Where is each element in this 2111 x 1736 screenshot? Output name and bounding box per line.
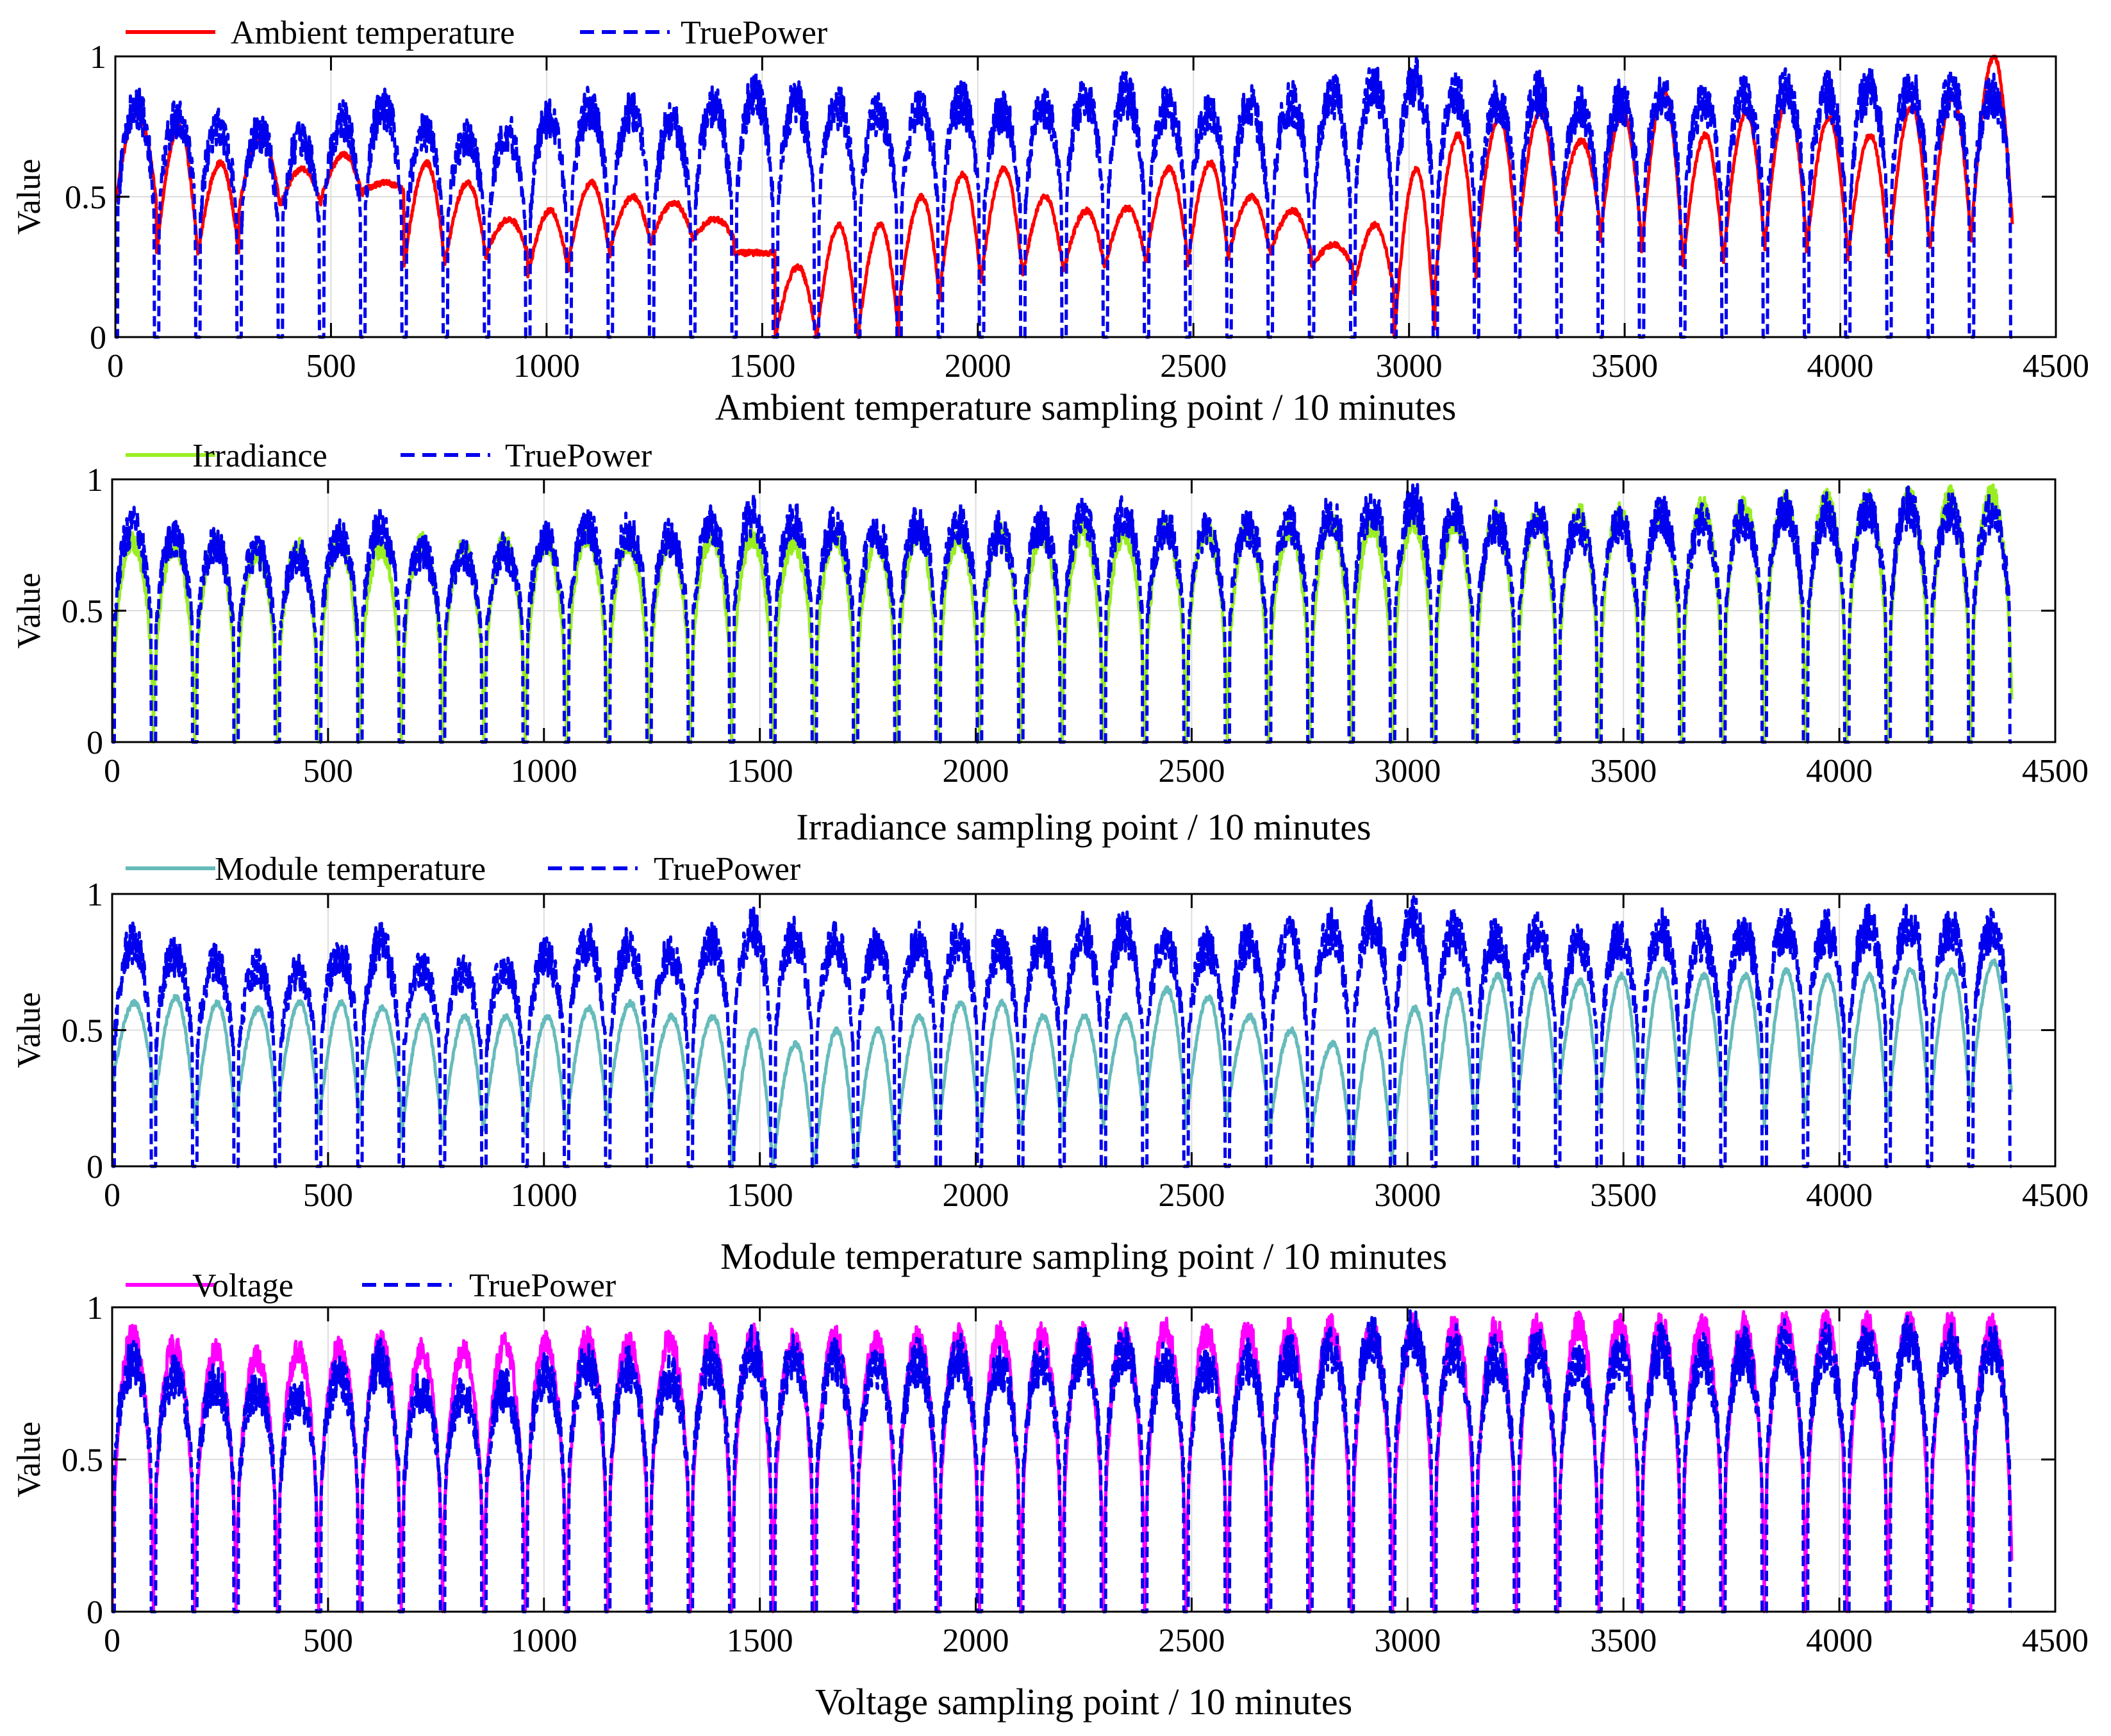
y-tick-label: 0.5 <box>62 1013 103 1050</box>
x-tick-label: 2500 <box>1158 1623 1225 1659</box>
y-ticks: 00.51 <box>62 462 2055 761</box>
x-tick-label: 4500 <box>2022 1177 2089 1214</box>
x-tick-label: 0 <box>104 1623 120 1659</box>
x-tick-label: 1500 <box>727 1623 793 1659</box>
y-axis-label: Value <box>11 1421 47 1497</box>
x-ticks: 0 500 1000 1500 2000 2500 3000 3500 4000 4500 <box>104 479 2089 789</box>
x-tick-label: 2000 <box>943 1177 1009 1214</box>
x-tick-label: 0 <box>104 753 120 789</box>
x-tick-label: 4500 <box>2023 348 2089 384</box>
legend-label-2: TruePower <box>681 15 827 51</box>
x-axis-label: Irradiance sampling point / 10 minutes <box>796 806 1371 848</box>
legend-label-1: Voltage <box>192 1268 294 1304</box>
y-tick-label: 0.5 <box>62 1443 103 1479</box>
legend-label-2: TruePower <box>469 1268 616 1304</box>
x-tick-label: 3000 <box>1374 1177 1441 1214</box>
x-ticks: 0 500 1000 1500 2000 2500 3000 3500 4000 4500 <box>104 894 2089 1214</box>
legend: Module temperature TruePower <box>126 851 800 888</box>
x-axis-label: Ambient temperature sampling point / 10 … <box>715 386 1457 428</box>
y-tick-label: 0 <box>87 1594 103 1631</box>
y-axis-label: Value <box>11 573 47 649</box>
y-ticks: 00.51 <box>65 39 2056 356</box>
series-line-voltage <box>112 1309 2014 1614</box>
y-tick-label: 0.5 <box>62 593 103 630</box>
x-tick-label: 500 <box>303 1623 353 1659</box>
x-tick-label: 500 <box>303 1177 353 1214</box>
x-tick-label: 2000 <box>943 753 1009 789</box>
x-tick-label: 4500 <box>2022 753 2089 789</box>
x-tick-label: 3500 <box>1590 753 1657 789</box>
x-tick-label: 3000 <box>1374 753 1441 789</box>
chart-panel-1: 0 500 1000 1500 2000 2500 3000 3500 4000 450000.5… <box>11 15 2089 428</box>
x-tick-label: 4000 <box>1806 1177 1873 1214</box>
x-ticks: 0 500 1000 1500 2000 2500 3000 3500 4000 4500 <box>107 56 2089 384</box>
x-tick-label: 3500 <box>1591 348 1658 384</box>
x-tick-label: 1000 <box>513 348 580 384</box>
chart-panel-4: 0 500 1000 1500 2000 2500 3000 3500 4000 450000.5… <box>11 1268 2089 1723</box>
x-tick-label: 1500 <box>727 1177 793 1214</box>
series-line-module-temperature <box>112 958 2014 1168</box>
y-tick-label: 1 <box>87 877 103 913</box>
legend-label-1: Module temperature <box>215 851 486 888</box>
y-tick-label: 0 <box>87 1149 103 1186</box>
legend-label-1: Ambient temperature <box>231 15 515 51</box>
y-tick-label: 0.5 <box>65 179 106 216</box>
legend-label-2: TruePower <box>654 851 800 888</box>
x-tick-label: 2500 <box>1158 1177 1225 1214</box>
x-tick-label: 1000 <box>511 1623 577 1659</box>
legend: Ambient temperature TruePower <box>126 15 827 51</box>
series-group <box>115 54 2014 339</box>
x-tick-label: 1000 <box>511 1177 577 1214</box>
x-ticks: 0 500 1000 1500 2000 2500 3000 3500 4000 4500 <box>104 1307 2089 1659</box>
legend: Irradiance TruePower <box>126 438 652 474</box>
legend-label-1: Irradiance <box>192 438 327 474</box>
x-tick-label: 1500 <box>727 753 793 789</box>
y-tick-label: 0 <box>87 725 103 761</box>
series-line-truepower <box>115 56 2014 339</box>
x-tick-label: 3000 <box>1374 1623 1441 1659</box>
y-tick-label: 1 <box>87 1290 103 1327</box>
x-tick-label: 2500 <box>1158 753 1225 789</box>
legend: Voltage TruePower <box>126 1268 616 1304</box>
y-axis-label: Value <box>11 159 47 235</box>
x-tick-label: 500 <box>303 753 353 789</box>
chart-panel-3: 0 500 1000 1500 2000 2500 3000 3500 4000 450000.5… <box>11 851 2089 1277</box>
x-tick-label: 3500 <box>1590 1177 1657 1214</box>
x-tick-label: 500 <box>306 348 356 384</box>
x-tick-label: 2000 <box>943 1623 1009 1659</box>
y-axis-label: Value <box>11 992 47 1068</box>
legend-label-2: TruePower <box>505 438 652 474</box>
x-tick-label: 2000 <box>945 348 1011 384</box>
chart-panel-2: 0 500 1000 1500 2000 2500 3000 3500 4000 450000.5… <box>11 438 2089 848</box>
x-tick-label: 0 <box>104 1177 120 1214</box>
x-axis-label: Voltage sampling point / 10 minutes <box>815 1681 1352 1723</box>
y-tick-label: 0 <box>90 320 106 356</box>
x-tick-label: 2500 <box>1160 348 1227 384</box>
x-tick-label: 0 <box>107 348 124 384</box>
x-tick-label: 4000 <box>1806 753 1873 789</box>
x-axis-label: Module temperature sampling point / 10 m… <box>720 1236 1447 1277</box>
x-tick-label: 1000 <box>511 753 577 789</box>
x-tick-label: 4500 <box>2022 1623 2089 1659</box>
y-ticks: 00.51 <box>62 877 2055 1186</box>
x-tick-label: 4000 <box>1806 1623 1873 1659</box>
y-tick-label: 1 <box>87 462 103 499</box>
series-line-ambient-temperature <box>115 54 2014 339</box>
x-tick-label: 1500 <box>729 348 795 384</box>
y-tick-label: 1 <box>90 39 106 76</box>
y-ticks: 00.51 <box>62 1290 2055 1631</box>
x-tick-label: 3500 <box>1590 1623 1657 1659</box>
x-tick-label: 4000 <box>1807 348 1874 384</box>
x-tick-label: 3000 <box>1376 348 1443 384</box>
